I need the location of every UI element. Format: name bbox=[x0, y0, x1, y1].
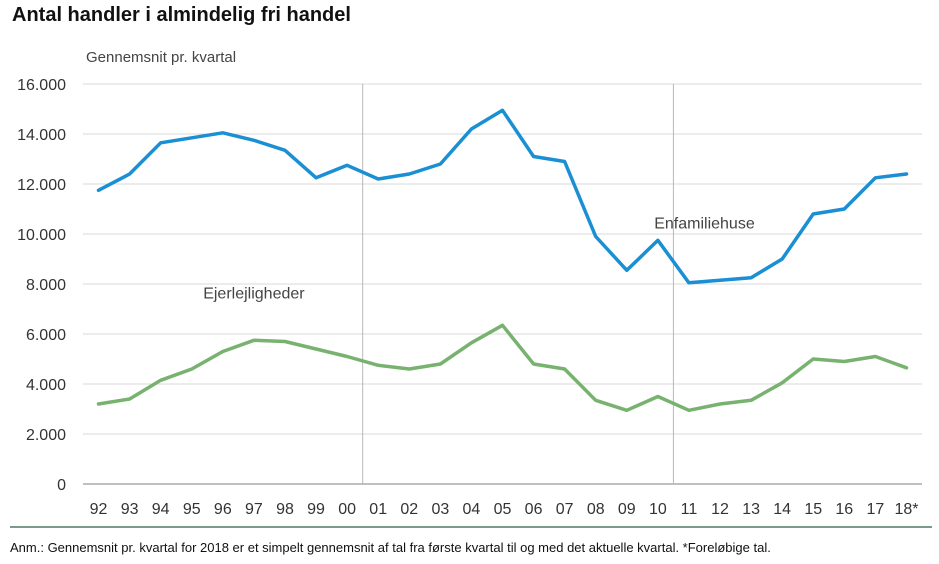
x-tick-label: 05 bbox=[494, 501, 512, 518]
y-tick-label: 8.000 bbox=[26, 277, 66, 294]
y-tick-label: 6.000 bbox=[26, 327, 66, 344]
y-tick-labels: 0 2.000 4.000 6.000 8.000 10.000 12.000 14.000 1… bbox=[17, 77, 66, 494]
y-tick-label: 16.000 bbox=[17, 77, 66, 94]
y-tick-label: 12.000 bbox=[17, 177, 66, 194]
x-tick-label: 14 bbox=[773, 501, 791, 518]
y-axis-label: Gennemsnit pr. kvartal bbox=[86, 49, 236, 66]
series-labels: Enfamiliehuse Ejerlejligheder bbox=[203, 215, 755, 302]
x-tick-label: 02 bbox=[400, 501, 418, 518]
x-tick-label: 06 bbox=[525, 501, 543, 518]
x-tick-label: 04 bbox=[463, 501, 481, 518]
series-lines bbox=[96, 108, 909, 413]
x-tick-label: 15 bbox=[804, 501, 822, 518]
footnote: Anm.: Gennemsnit pr. kvartal for 2018 er… bbox=[10, 540, 771, 555]
x-tick-label: 09 bbox=[618, 501, 636, 518]
grid-lines bbox=[83, 83, 922, 485]
vertical-markers bbox=[362, 84, 674, 484]
y-tick-label: 10.000 bbox=[17, 227, 66, 244]
series-label-enfamiliehuse: Enfamiliehuse bbox=[654, 215, 755, 232]
x-tick-label: 96 bbox=[214, 501, 232, 518]
x-tick-label: 03 bbox=[431, 501, 449, 518]
y-tick-label: 14.000 bbox=[17, 127, 66, 144]
series-label-ejerlejligheder: Ejerlejligheder bbox=[203, 285, 305, 302]
x-tick-label: 98 bbox=[276, 501, 294, 518]
x-tick-label: 94 bbox=[152, 501, 170, 518]
x-tick-label: 93 bbox=[121, 501, 139, 518]
x-tick-label: 95 bbox=[183, 501, 201, 518]
y-tick-label: 0 bbox=[57, 477, 66, 494]
x-tick-label: 92 bbox=[90, 501, 108, 518]
x-tick-label: 17 bbox=[866, 501, 884, 518]
x-tick-label: 13 bbox=[742, 501, 760, 518]
x-tick-label: 18* bbox=[894, 501, 918, 518]
x-tick-label: 12 bbox=[711, 501, 729, 518]
x-tick-label: 08 bbox=[587, 501, 605, 518]
x-tick-label: 16 bbox=[835, 501, 853, 518]
y-tick-label: 2.000 bbox=[26, 427, 66, 444]
x-tick-label: 00 bbox=[338, 501, 356, 518]
series-line-enfamiliehuse bbox=[96, 108, 909, 285]
x-tick-label: 01 bbox=[369, 501, 387, 518]
x-tick-label: 11 bbox=[681, 501, 698, 518]
x-tick-labels: 92 93 94 95 96 97 98 99 00 01 02 03 04 05 06 07 08 09 10 11… bbox=[90, 501, 919, 518]
chart-title: Antal handler i almindelig fri handel bbox=[12, 4, 351, 26]
x-tick-label: 10 bbox=[649, 501, 667, 518]
x-tick-label: 99 bbox=[307, 501, 325, 518]
x-tick-label: 07 bbox=[556, 501, 574, 518]
y-tick-label: 4.000 bbox=[26, 377, 66, 394]
x-tick-label: 97 bbox=[245, 501, 263, 518]
series-line-ejerlejligheder bbox=[96, 323, 909, 413]
